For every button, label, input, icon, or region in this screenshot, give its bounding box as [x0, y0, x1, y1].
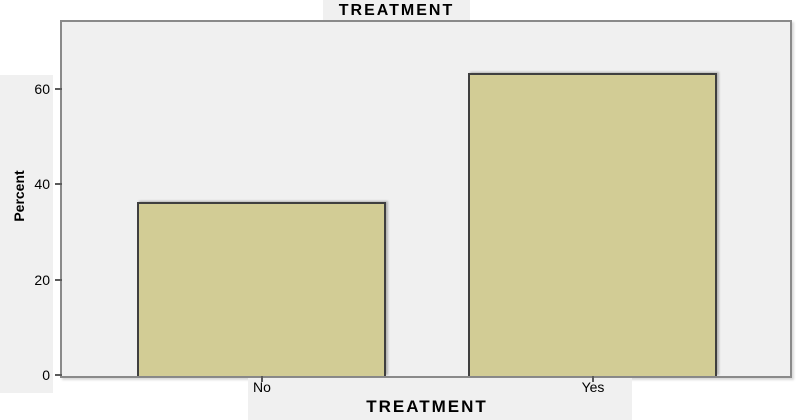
bars-layer	[62, 22, 790, 376]
y-tick-label-20: 20	[34, 272, 50, 288]
x-tick-no	[261, 376, 263, 382]
y-tick-40	[55, 183, 62, 185]
plot-area	[60, 20, 792, 378]
y-tick-20	[55, 279, 62, 281]
y-tick-label-0: 0	[42, 367, 50, 383]
x-tick-label-no: No	[253, 379, 271, 395]
y-tick-label-60: 60	[34, 81, 50, 97]
chart-title: TREATMENT	[338, 2, 455, 19]
x-axis-label-band	[248, 378, 632, 420]
y-axis-label-band	[0, 75, 53, 393]
x-tick-label-yes: Yes	[581, 379, 605, 395]
bar-no	[137, 202, 386, 376]
bar-yes	[468, 73, 717, 376]
y-tick-0	[55, 374, 62, 376]
y-tick-60	[55, 88, 62, 90]
x-axis-title: TREATMENT	[366, 397, 488, 416]
chart-title-band: TREATMENT	[323, 0, 470, 22]
y-tick-label-40: 40	[34, 176, 50, 192]
x-tick-yes	[592, 376, 594, 382]
